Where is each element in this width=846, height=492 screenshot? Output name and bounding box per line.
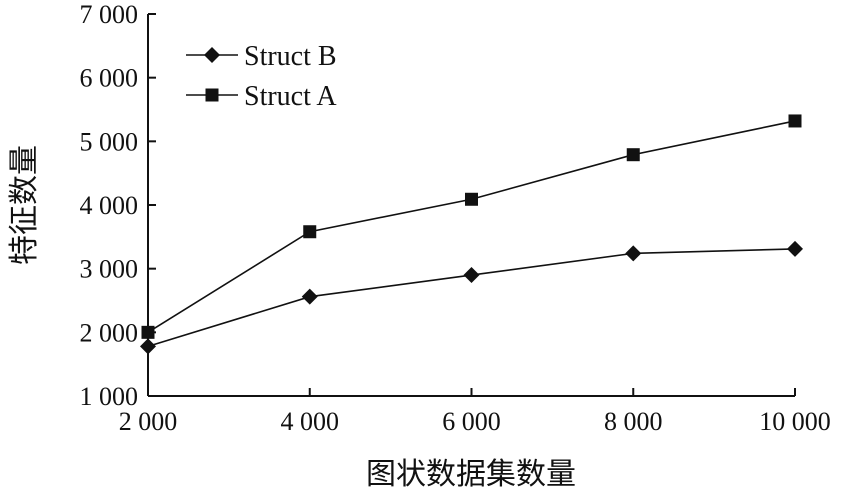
- y-tick-label: 7 000: [80, 0, 139, 29]
- legend-item: Struct A: [186, 81, 337, 112]
- data-point-diamond: [301, 288, 318, 305]
- data-point-square: [788, 114, 802, 128]
- legend-marker-square: [205, 88, 219, 102]
- y-tick-label: 4 000: [80, 191, 139, 220]
- data-point-square: [141, 325, 155, 339]
- y-tick-label: 2 000: [80, 318, 139, 347]
- series-struct-a: [141, 114, 802, 339]
- series-line: [147, 120, 796, 334]
- data-point-square: [303, 225, 317, 239]
- x-tick-label: 8 000: [604, 407, 663, 436]
- data-point-diamond: [787, 240, 803, 257]
- legend-marker-diamond: [204, 47, 220, 63]
- y-tick-label: 1 000: [80, 382, 139, 411]
- data-point-square: [465, 192, 478, 206]
- legend-label: Struct A: [244, 81, 337, 112]
- data-point-diamond: [463, 267, 480, 284]
- x-tick-label: 2 000: [119, 407, 178, 436]
- y-tick-label: 6 000: [80, 64, 139, 93]
- y-axis-title: 特征数量: [7, 145, 42, 265]
- series-layer: [140, 114, 803, 355]
- legend-label: Struct B: [244, 41, 337, 72]
- data-point-diamond: [625, 245, 642, 262]
- data-point-square: [626, 148, 640, 162]
- legend-item: Struct B: [186, 41, 337, 72]
- y-tick-label: 5 000: [80, 127, 139, 156]
- series-struct-b: [140, 240, 803, 355]
- x-tick-label: 6 000: [442, 407, 501, 436]
- x-tick-label: 4 000: [281, 407, 340, 436]
- y-tick-label: 3 000: [80, 255, 139, 284]
- series-line: [147, 248, 796, 348]
- x-tick-label: 10 000: [759, 407, 831, 436]
- data-point-diamond: [140, 338, 156, 355]
- legend: Struct B Struct A: [186, 41, 337, 112]
- x-axis-title: 图状数据集数量: [366, 457, 576, 492]
